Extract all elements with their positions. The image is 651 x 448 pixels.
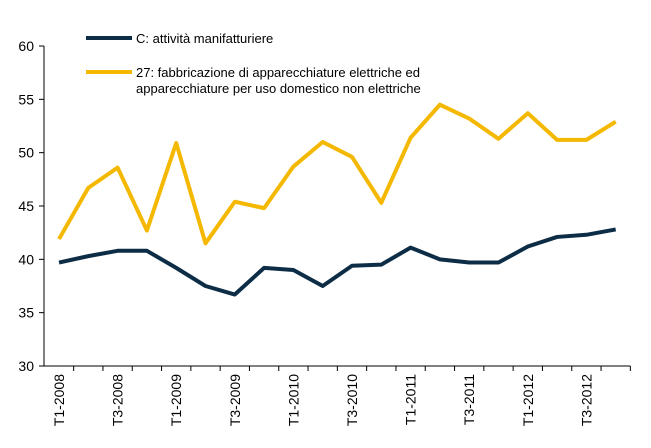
x-tick-label: T1-2010 bbox=[285, 374, 301, 426]
x-tick-label: T3-2010 bbox=[344, 374, 360, 426]
y-tick-label: 45 bbox=[18, 198, 34, 214]
x-tick-label: T1-2008 bbox=[51, 374, 67, 426]
y-tick-label: 50 bbox=[18, 145, 34, 161]
x-tick-label: T1-2009 bbox=[168, 374, 184, 426]
x-tick-label: T1-2012 bbox=[520, 374, 536, 426]
x-tick-label: T1-2011 bbox=[403, 374, 419, 425]
series-line bbox=[57, 102, 617, 246]
y-tick-label: 55 bbox=[18, 91, 34, 107]
legend-label-line: 27: fabbricazione di apparecchiature ele… bbox=[136, 65, 420, 80]
x-tick-label: T3-2009 bbox=[227, 374, 243, 426]
series-line bbox=[58, 227, 617, 297]
y-tick-label: 60 bbox=[18, 38, 34, 54]
x-tick-label: T3-2008 bbox=[110, 374, 126, 426]
legend-label-line: C: attività manifatturiere bbox=[136, 31, 273, 46]
legend-label-line: apparecchiature per uso domestico non el… bbox=[136, 81, 421, 96]
x-tick-label: T3-2011 bbox=[461, 374, 477, 425]
legend-label: C: attività manifatturiere bbox=[136, 31, 273, 46]
y-tick-label: 30 bbox=[18, 358, 34, 374]
x-tick-label: T3-2012 bbox=[578, 374, 594, 426]
y-tick-label: 35 bbox=[18, 305, 34, 321]
legend-label: 27: fabbricazione di apparecchiature ele… bbox=[136, 65, 421, 96]
y-tick-label: 40 bbox=[18, 251, 34, 267]
